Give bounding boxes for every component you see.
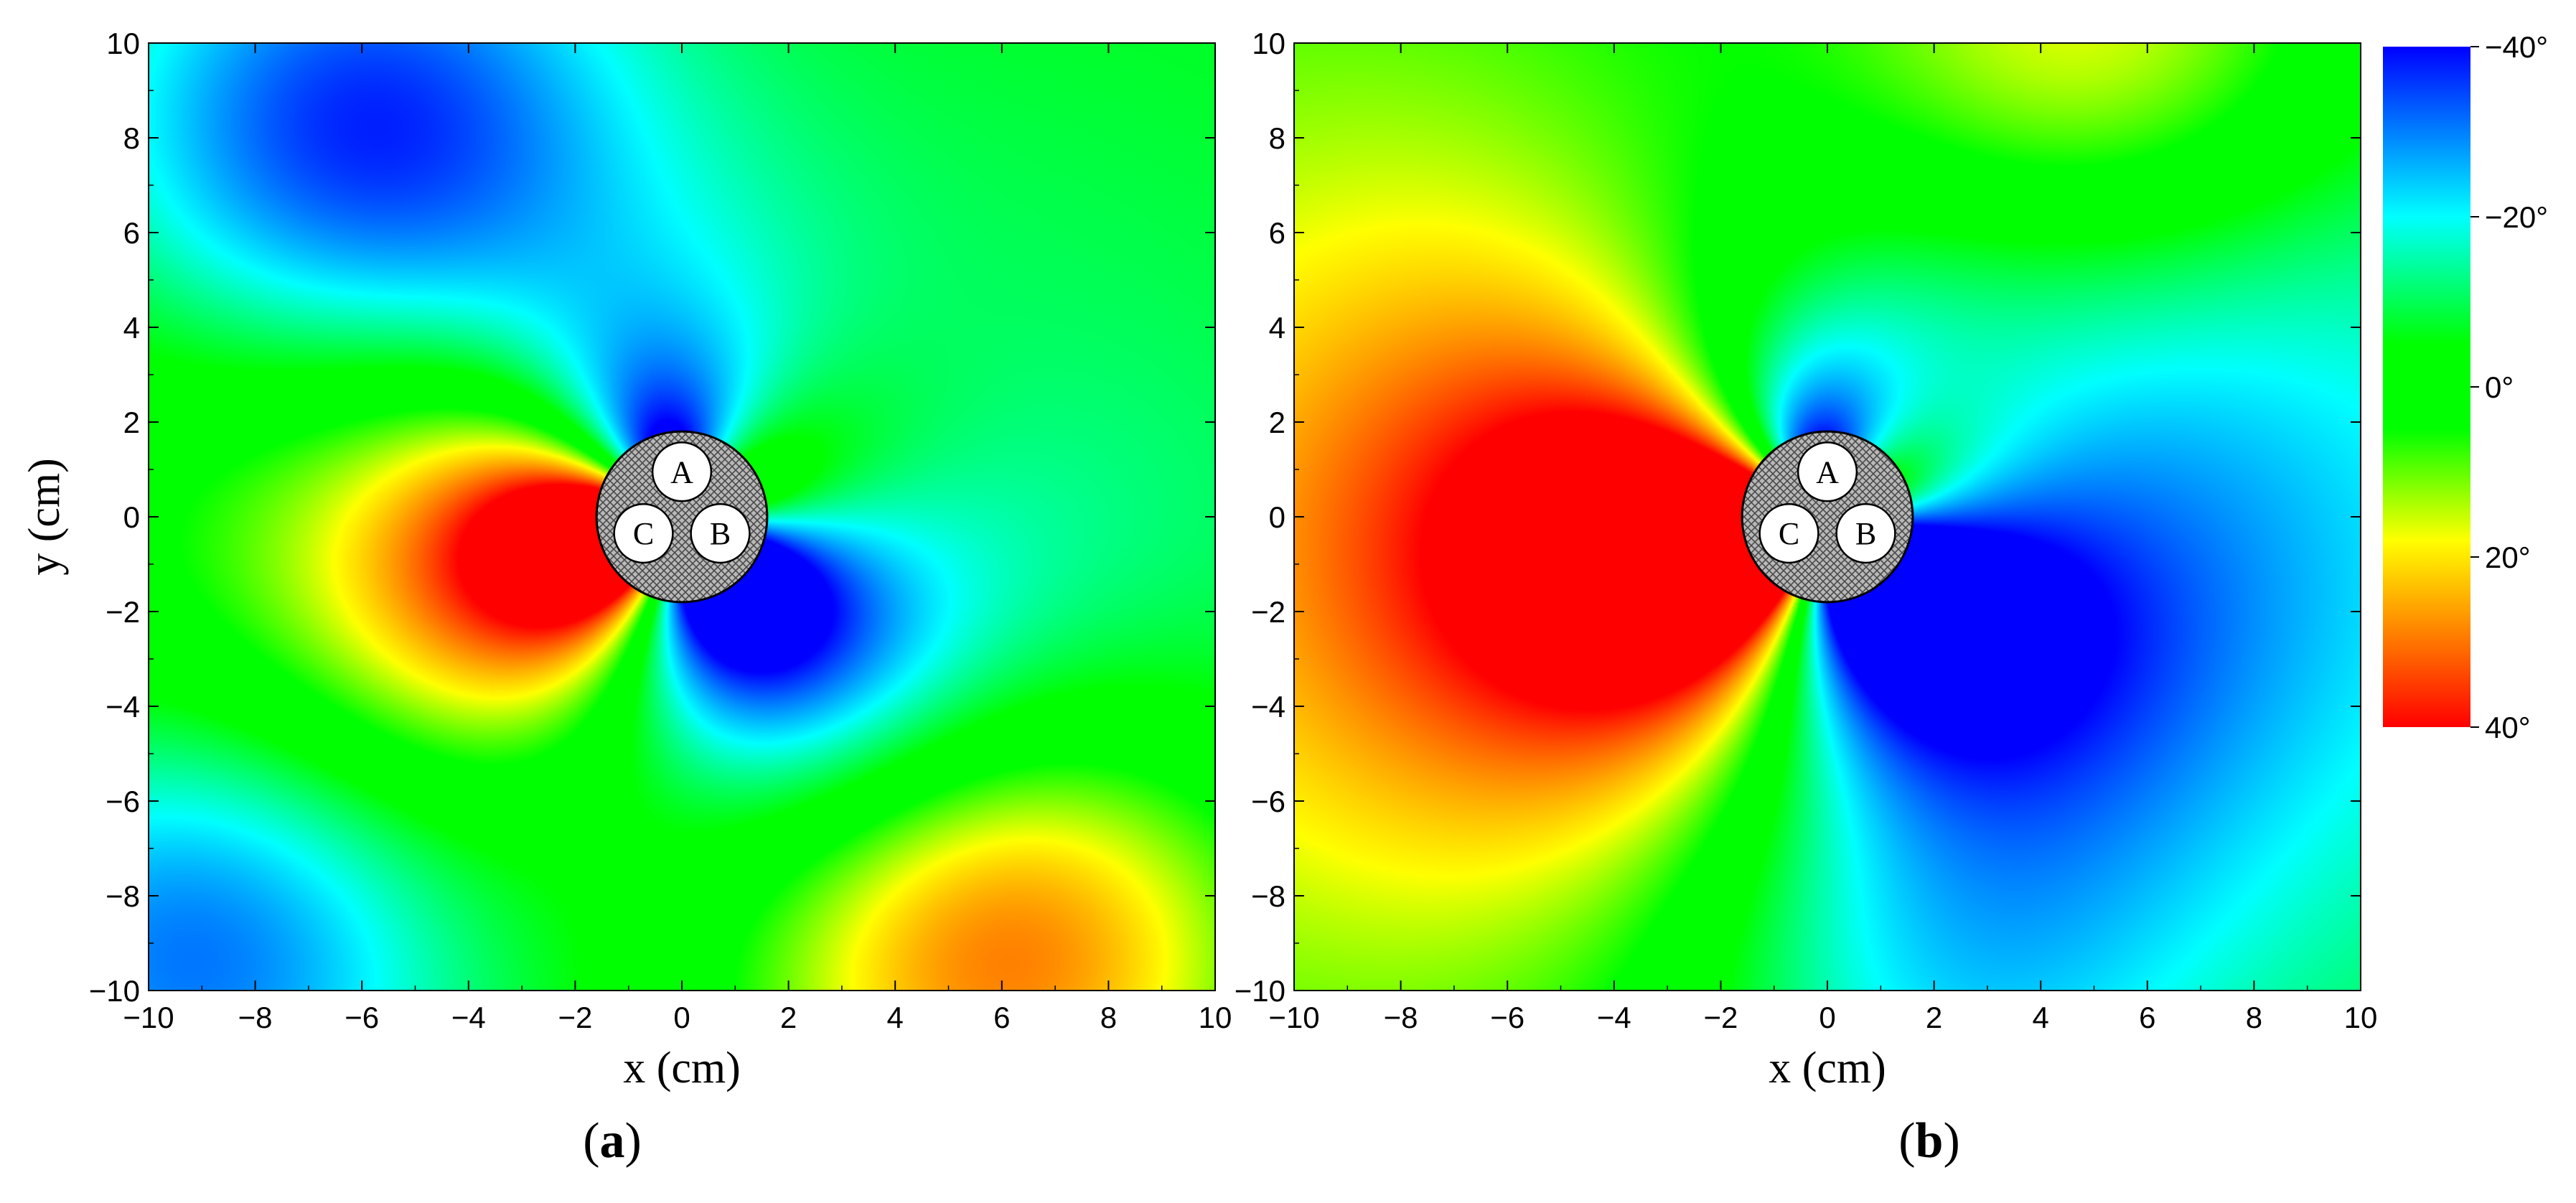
y-tick-label-a: 4: [123, 311, 140, 345]
panel-label-b: (b): [1898, 1113, 1960, 1169]
y-tick-label-b: −10: [1235, 974, 1285, 1008]
y-tick-label-b: 8: [1269, 121, 1285, 155]
y-tick-label-a: −10: [89, 974, 140, 1008]
y-tick-label-b: −6: [1251, 785, 1285, 818]
conductor-c-a: [613, 502, 674, 564]
y-tick-label-b: 10: [1252, 27, 1285, 60]
x-tick-label-a: 10: [1199, 1001, 1232, 1034]
panel-label-b-close: ): [1943, 1113, 1959, 1169]
x-axis-label-a: x (cm): [623, 1044, 741, 1092]
y-tick-label-a: −8: [106, 879, 140, 913]
panel-b: AB C −10 −8 −6 −4 −2 0 2 4 6 8 10 −10 −8 −6 −4 −2 0 2 4 6 8 10…: [1235, 27, 2378, 1169]
x-tick-label-b: −4: [1597, 1001, 1631, 1034]
conductor-label-b-b: B: [1855, 516, 1876, 551]
x-tick-label-a: 2: [780, 1001, 797, 1034]
conductor-label-b-a: B: [710, 516, 731, 551]
x-tick-label-a: 0: [673, 1001, 690, 1034]
x-tick-label-a: 4: [887, 1001, 904, 1034]
y-tick-label-a: 6: [123, 216, 140, 250]
conductor-c-b: [1758, 502, 1819, 564]
y-tick-label-a: −2: [106, 595, 140, 629]
overlay-b: AB C: [1741, 430, 1914, 604]
panel-label-b-letter: b: [1916, 1113, 1944, 1169]
x-axis-label-b: x (cm): [1769, 1044, 1886, 1092]
conductor-a-b: [1797, 441, 1858, 502]
conductor-label-a-b: A: [1816, 454, 1839, 490]
y-tick-label-b: −4: [1251, 690, 1285, 724]
colorbar-tick-label: 0°: [2485, 370, 2514, 404]
colorbar: −40° −20° 0° 20° 40°: [2383, 30, 2548, 744]
overlay-a: AB C: [595, 430, 769, 604]
x-tick-label-b: −6: [1490, 1001, 1524, 1034]
conductor-label-c-a: C: [633, 516, 654, 551]
y-tick-label-a: −4: [106, 690, 140, 724]
x-tick-label-b: −8: [1384, 1001, 1418, 1034]
x-tick-label-b: 0: [1819, 1001, 1835, 1034]
y-tick-label-b: −2: [1251, 595, 1285, 629]
x-tick-label-b: −2: [1703, 1001, 1738, 1034]
y-tick-label-a: −6: [106, 785, 140, 818]
panel-label-a: (a): [583, 1113, 642, 1169]
conductor-label-a-a: A: [670, 454, 693, 490]
y-tick-label-a: 0: [123, 500, 140, 534]
x-tick-label-b: −10: [1268, 1001, 1319, 1034]
colorbar-tick-label: −20°: [2485, 200, 2548, 234]
y-tick-label-b: 2: [1269, 406, 1285, 439]
y-tick-label-b: 0: [1269, 500, 1285, 534]
conductor-label-c-b: C: [1779, 516, 1799, 551]
panel-label-a-letter: a: [600, 1113, 625, 1169]
panel-label-b-open: (: [1898, 1113, 1915, 1169]
x-tick-label-b: 6: [2139, 1001, 2155, 1034]
y-axis-label-a: y (cm): [20, 458, 69, 576]
conductor-a-a: [651, 441, 713, 502]
x-tick-label-a: −6: [345, 1001, 379, 1034]
x-tick-label-a: −2: [558, 1001, 592, 1034]
colorbar-bar: [2383, 47, 2470, 727]
x-tick-label-a: −4: [451, 1001, 486, 1034]
x-tick-label-b: 4: [2033, 1001, 2049, 1034]
y-tick-label-b: −8: [1251, 879, 1285, 913]
x-tick-label-a: −8: [238, 1001, 273, 1034]
x-tick-label-b: 2: [1926, 1001, 1942, 1034]
colorbar-tick-label: −40°: [2485, 30, 2548, 64]
ticks-b: −10 −8 −6 −4 −2 0 2 4 6 8 10 −10 −8 −6 −4 −2 0 2 4 6 8 10: [1235, 27, 2378, 1034]
y-tick-label-b: 4: [1269, 311, 1285, 345]
x-tick-label-a: 6: [993, 1001, 1010, 1034]
x-tick-label-a: 8: [1100, 1001, 1117, 1034]
panel-label-a-close: ): [625, 1113, 642, 1169]
panel-a: AB C −10 −8 −6 −4 −2 0 2 4 6 8 10 −10 −8 −6 −4 −2 0 2 4 6 8 10…: [20, 27, 1232, 1169]
colorbar-tick-label: 40°: [2485, 711, 2531, 744]
conductor-b-b: [1835, 502, 1896, 564]
x-tick-label-b: 10: [2344, 1001, 2378, 1034]
conductor-b-a: [690, 502, 751, 564]
colorbar-ticks: −40° −20° 0° 20° 40°: [2470, 30, 2548, 744]
colorbar-tick-label: 20°: [2485, 540, 2531, 574]
ticks-a: −10 −8 −6 −4 −2 0 2 4 6 8 10 −10 −8 −6 −4 −2 0 2 4 6 8 10: [89, 27, 1232, 1034]
y-tick-label-b: 6: [1269, 216, 1285, 250]
panel-label-a-open: (: [583, 1113, 599, 1169]
x-tick-label-b: 8: [2246, 1001, 2262, 1034]
y-tick-label-a: 10: [106, 27, 140, 60]
y-tick-label-a: 8: [123, 121, 140, 155]
x-tick-label-a: −10: [123, 1001, 174, 1034]
y-tick-label-a: 2: [123, 406, 140, 439]
